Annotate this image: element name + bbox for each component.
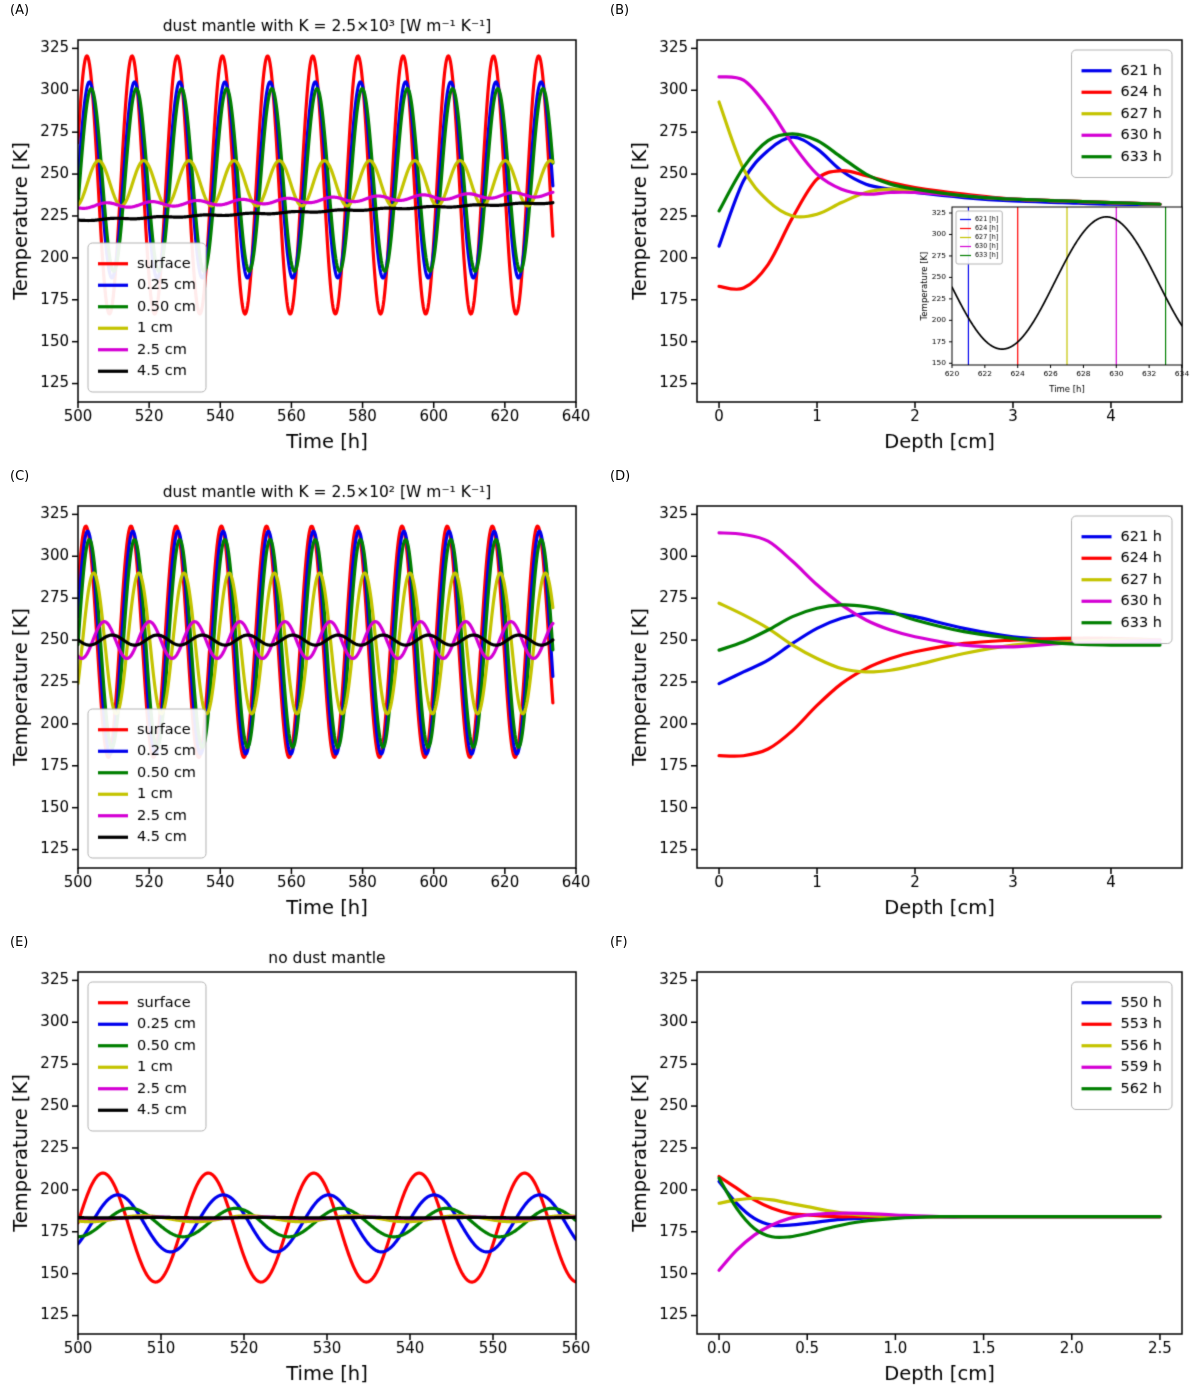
- panel-d: (D): [600, 466, 1200, 932]
- panel-label-b: (B): [610, 3, 630, 18]
- panel-label-d: (D): [610, 469, 631, 484]
- panel-a-canvas: [0, 0, 600, 466]
- panel-a: (A): [0, 0, 600, 466]
- panel-label-f: (F): [610, 935, 628, 950]
- panel-label-e: (E): [10, 935, 29, 950]
- panel-c: (C): [0, 466, 600, 932]
- panel-f-canvas: [600, 932, 1200, 1398]
- panel-c-canvas: [0, 466, 600, 932]
- panel-f: (F): [600, 932, 1200, 1398]
- panel-label-a: (A): [10, 3, 30, 18]
- panel-label-c: (C): [10, 469, 30, 484]
- panel-b-canvas: [600, 0, 1200, 466]
- panel-e-canvas: [0, 932, 600, 1398]
- panel-b: (B): [600, 0, 1200, 466]
- panel-d-canvas: [600, 466, 1200, 932]
- panel-e: (E): [0, 932, 600, 1398]
